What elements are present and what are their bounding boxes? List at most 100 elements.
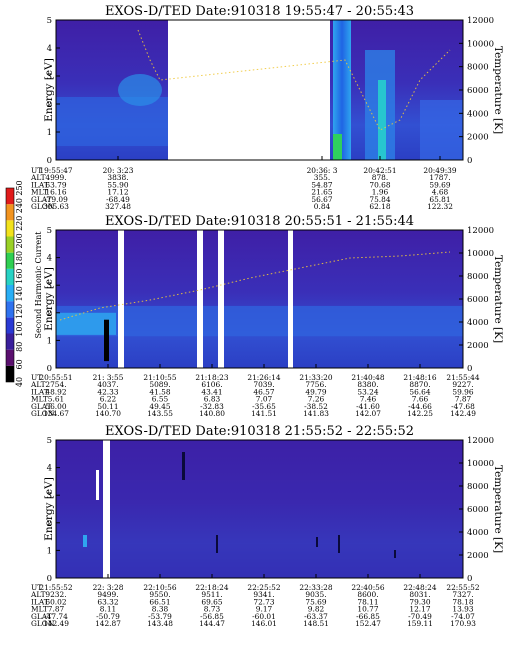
y2-tick-label: 4000 xyxy=(467,109,489,119)
orbit-value: 46.57 xyxy=(253,387,274,396)
orbit-value: -79.09 xyxy=(44,195,68,204)
orbit-value: 59.69 xyxy=(429,180,450,189)
orbit-value: 79.30 xyxy=(409,597,430,606)
orbit-value: 878. xyxy=(372,173,388,182)
orbit-row-label: UT xyxy=(31,583,42,592)
dark-mark xyxy=(316,537,318,547)
colorbar-tick: 240 xyxy=(15,198,24,213)
colorbar-segment xyxy=(6,204,14,221)
y2-tick-label: 8000 xyxy=(467,272,489,282)
orbit-value: 63.79 xyxy=(45,180,66,189)
y2-axis-label: Temperature [K] xyxy=(492,46,504,134)
orbit-value: 3838. xyxy=(107,173,128,182)
orbit-value: -35.65 xyxy=(252,402,276,411)
orbit-row-label: GLAT xyxy=(31,612,52,621)
orbit-row-label: UT xyxy=(31,373,42,382)
y-tick-label: 1 xyxy=(47,546,52,556)
orbit-value: 6.22 xyxy=(100,395,116,404)
y-tick-label: 0 xyxy=(47,364,52,374)
orbit-value: 10.77 xyxy=(357,605,378,614)
orbit-value: 8.73 xyxy=(204,605,221,614)
data-gap xyxy=(218,230,224,368)
orbit-value: 7.87 xyxy=(48,605,65,614)
orbit-value: 144.47 xyxy=(199,619,225,628)
orbit-value: -70.49 xyxy=(408,612,432,621)
orbit-value: 70.68 xyxy=(369,180,390,189)
orbit-value: -60.01 xyxy=(252,612,276,621)
colorbar-tick: 60 xyxy=(15,359,24,369)
y-tick-label: 3 xyxy=(47,491,52,501)
orbit-value: 22:25:52 xyxy=(247,583,280,592)
y-tick-label: 3 xyxy=(47,281,52,291)
orbit-value: 65.81 xyxy=(429,195,450,204)
y-tick-label: 2 xyxy=(47,100,52,110)
data-gap xyxy=(103,440,110,578)
colorbar-segment xyxy=(6,236,14,253)
orbit-value: 1.96 xyxy=(372,188,389,197)
green-patch xyxy=(333,134,342,160)
data-gap xyxy=(118,230,124,368)
orbit-row-label: GLON xyxy=(31,619,55,628)
y2-tick-label: 4000 xyxy=(467,318,489,328)
orbit-value: 9035. xyxy=(305,590,326,599)
y-tick-label: 5 xyxy=(47,226,52,236)
orbit-value: 8.38 xyxy=(152,605,169,614)
orbit-value: 8600. xyxy=(357,590,378,599)
orbit-value: 20:36: 3 xyxy=(307,166,338,175)
y-axis-label: Energy [eV] xyxy=(43,477,55,541)
orbit-value: 62.18 xyxy=(369,202,390,211)
dark-mark xyxy=(216,535,218,553)
orbit-row-label: GLON xyxy=(31,409,55,418)
orbit-value: 305.63 xyxy=(43,202,69,211)
orbit-value: 142.87 xyxy=(95,619,121,628)
orbit-row-label: ILAT xyxy=(31,387,49,396)
orbit-value: 141.83 xyxy=(303,409,329,418)
colorbar-tick: 250 xyxy=(15,180,24,195)
colorbar-segment xyxy=(6,349,14,366)
orbit-value: -74.07 xyxy=(451,612,475,621)
orbit-value: 8031. xyxy=(409,590,430,599)
orbit-row-label: GLAT xyxy=(31,195,52,204)
colorbar-tick: 140 xyxy=(15,286,24,301)
orbit-value: 12.17 xyxy=(409,605,430,614)
orbit-row-label: ALT xyxy=(30,173,46,182)
orbit-value: 6106. xyxy=(201,380,222,389)
dark-streak xyxy=(104,319,109,362)
orbit-value: 41.58 xyxy=(149,387,170,396)
low-energy-band xyxy=(56,97,168,146)
orbit-value: 48.92 xyxy=(45,387,66,396)
cyan-streak xyxy=(378,80,386,160)
y-tick-label: 2 xyxy=(47,309,52,319)
spectrogram-panel-2: EXOS-D/TED Date:910318 20:55:51 - 21:55:… xyxy=(30,214,504,418)
orbit-value: 22:33:28 xyxy=(299,583,332,592)
orbit-value: 6.55 xyxy=(152,395,169,404)
y2-tick-label: 12000 xyxy=(467,16,494,26)
orbit-value: 63.32 xyxy=(97,597,118,606)
orbit-value: -44.66 xyxy=(408,402,432,411)
y2-tick-label: 8000 xyxy=(467,482,489,492)
orbit-value: 42.33 xyxy=(97,387,118,396)
orbit-value: 148.51 xyxy=(303,619,329,628)
orbit-value: 21:18:23 xyxy=(195,373,228,382)
orbit-value: 159.11 xyxy=(407,619,433,628)
y2-tick-label: 6000 xyxy=(467,505,489,515)
orbit-value: 60.02 xyxy=(45,597,66,606)
orbit-value: 7.26 xyxy=(308,395,325,404)
orbit-value: -47.74 xyxy=(44,612,68,621)
y-tick-label: 0 xyxy=(47,156,52,166)
y2-tick-label: 12000 xyxy=(467,436,494,446)
orbit-value: 22:40:56 xyxy=(351,583,384,592)
orbit-value: 9511. xyxy=(201,590,222,599)
orbit-value: 50.11 xyxy=(97,402,118,411)
orbit-value: -38.52 xyxy=(304,402,328,411)
orbit-row-label: MLT xyxy=(31,188,48,197)
orbit-value: 1787. xyxy=(429,173,450,182)
orbit-value: 75.69 xyxy=(305,597,326,606)
orbit-row-label: MLT xyxy=(31,605,48,614)
y2-tick-label: 10000 xyxy=(467,459,494,469)
orbit-value: -68.49 xyxy=(106,195,130,204)
orbit-value: 4.68 xyxy=(432,188,449,197)
orbit-value: 7327. xyxy=(452,590,473,599)
y2-axis-label: Temperature [K] xyxy=(492,465,504,553)
colorbar-tick: 200 xyxy=(15,233,24,248)
